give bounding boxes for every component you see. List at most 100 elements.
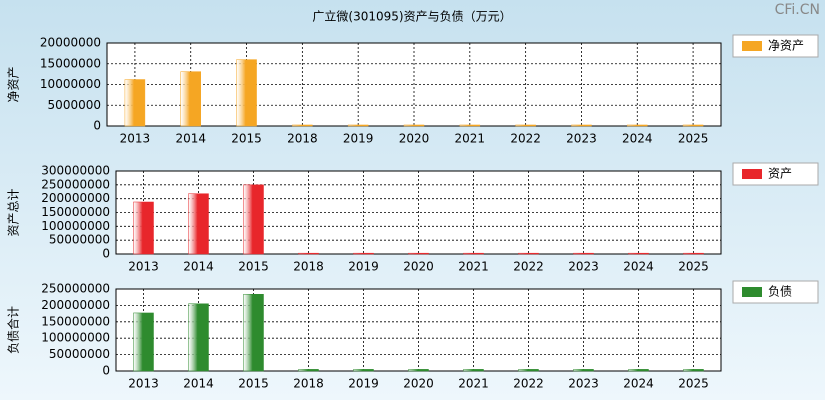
y-axis-label: 负债合计 [6, 306, 21, 354]
x-tick-label: 2020 [403, 377, 434, 391]
bar [298, 369, 319, 372]
bar [571, 124, 592, 127]
bar [683, 369, 704, 372]
x-tick-label: 2024 [622, 132, 653, 146]
bar [463, 369, 484, 372]
legend-swatch [742, 287, 762, 297]
bar [518, 369, 539, 372]
y-tick-label: 0 [102, 364, 110, 378]
y-tick-label: 200000000 [41, 191, 110, 205]
bar [298, 252, 319, 255]
bar [133, 201, 154, 255]
x-tick-label: 2022 [513, 260, 544, 274]
legend-box [732, 162, 819, 186]
chart-title: 广立微(301095)资产与负债（万元） [312, 9, 511, 24]
x-tick-label: 2023 [566, 132, 597, 146]
bar [403, 124, 425, 127]
bar [518, 252, 539, 255]
y-tick-label: 200000000 [41, 298, 110, 312]
y-tick-label: 50000000 [49, 233, 110, 247]
y-tick-label: 100000000 [41, 219, 110, 233]
bar [459, 124, 481, 127]
x-tick-label: 2014 [183, 377, 214, 391]
legend-label: 资产 [768, 167, 792, 181]
x-tick-label: 2025 [678, 377, 709, 391]
x-tick-label: 2019 [343, 132, 374, 146]
y-tick-label: 100000000 [41, 331, 110, 345]
bar [188, 193, 209, 255]
bar [353, 252, 374, 255]
bar [627, 124, 648, 127]
y-tick-label: 0 [93, 119, 101, 133]
legend-label: 负债 [768, 285, 792, 299]
x-tick-label: 2025 [678, 260, 709, 274]
x-tick-label: 2020 [399, 132, 430, 146]
bar [243, 184, 264, 255]
y-tick-label: 5000000 [48, 98, 101, 112]
bar [188, 303, 209, 372]
y-tick-label: 15000000 [40, 56, 101, 70]
bar [682, 124, 704, 127]
bar [463, 252, 484, 255]
x-tick-label: 2013 [128, 377, 159, 391]
bar [353, 369, 374, 372]
y-tick-label: 20000000 [40, 36, 101, 50]
x-tick-label: 2019 [348, 260, 379, 274]
bar [628, 252, 649, 255]
x-tick-label: 2019 [348, 377, 379, 391]
x-tick-label: 2013 [120, 132, 151, 146]
bar [515, 124, 536, 127]
x-tick-label: 2023 [568, 377, 599, 391]
x-tick-label: 2015 [238, 377, 269, 391]
bar [133, 312, 154, 372]
bar [124, 79, 146, 127]
x-tick-label: 2022 [513, 377, 544, 391]
bar [683, 252, 704, 255]
y-axis-label: 净资产 [7, 66, 21, 102]
y-axis-label: 资产总计 [7, 188, 21, 236]
x-tick-label: 2022 [510, 132, 541, 146]
x-tick-label: 2018 [287, 132, 318, 146]
bar [236, 59, 257, 127]
x-tick-label: 2015 [238, 260, 269, 274]
x-tick-label: 2013 [128, 260, 159, 274]
y-tick-label: 0 [102, 247, 110, 261]
y-tick-label: 150000000 [41, 205, 110, 219]
x-tick-label: 2018 [293, 260, 324, 274]
legend-label: 净资产 [768, 39, 804, 53]
x-tick-label: 2021 [455, 132, 486, 146]
x-tick-label: 2023 [568, 260, 599, 274]
x-tick-label: 2021 [458, 377, 489, 391]
legend-box [732, 34, 819, 58]
bar [573, 369, 594, 372]
y-tick-label: 150000000 [41, 314, 110, 328]
legend-box [732, 280, 819, 304]
bar [408, 252, 429, 255]
bar [347, 124, 369, 127]
bar [408, 369, 429, 372]
x-tick-label: 2015 [231, 132, 262, 146]
x-tick-label: 2025 [678, 132, 709, 146]
y-tick-label: 50000000 [49, 347, 110, 361]
x-tick-label: 2014 [175, 132, 206, 146]
x-tick-label: 2024 [623, 377, 654, 391]
bar [243, 293, 264, 372]
legend-swatch [742, 41, 762, 51]
bar [292, 124, 313, 127]
x-tick-label: 2024 [623, 260, 654, 274]
bar [180, 71, 201, 127]
x-tick-label: 2018 [293, 377, 324, 391]
y-tick-label: 250000000 [41, 282, 110, 296]
x-tick-label: 2014 [183, 260, 214, 274]
bar [628, 369, 649, 372]
y-tick-label: 10000000 [40, 77, 101, 91]
legend-swatch [742, 169, 762, 179]
watermark: CFi.CN [775, 2, 820, 18]
x-tick-label: 2021 [458, 260, 489, 274]
bar [573, 252, 594, 255]
y-tick-label: 300000000 [41, 164, 110, 178]
x-tick-label: 2020 [403, 260, 434, 274]
y-tick-label: 250000000 [41, 177, 110, 191]
